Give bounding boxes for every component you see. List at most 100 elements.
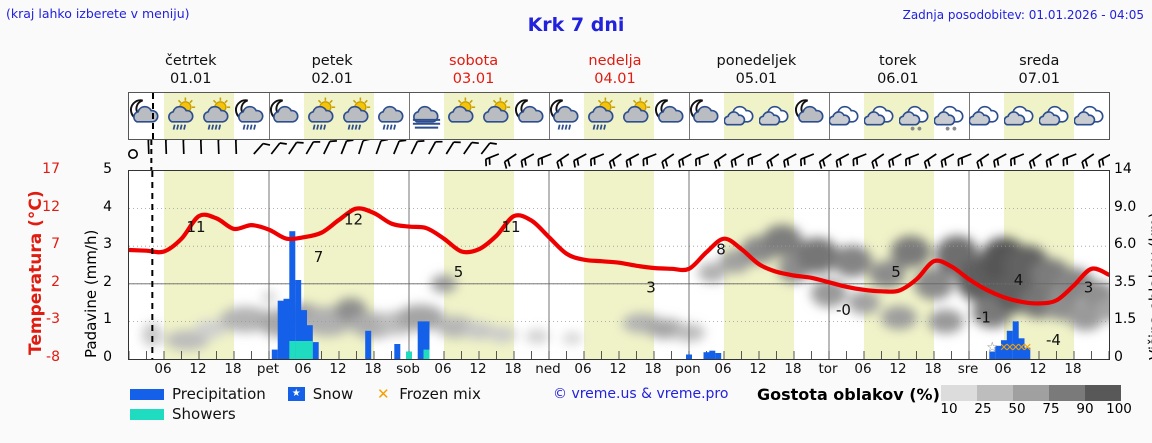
x-tick-label: 06 <box>294 361 312 377</box>
current-time-marker <box>152 93 155 139</box>
weather-icon-row <box>128 92 1110 140</box>
day-header-1: četrtek 01.01 <box>120 52 261 90</box>
precipitation-tick: 3 <box>103 236 112 253</box>
cloud-height-tick: 6.0 <box>1114 236 1137 253</box>
temperature-tick: 7 <box>51 236 60 253</box>
page-title: Krk 7 dni <box>527 14 625 36</box>
x-tick-label: 12 <box>749 361 767 377</box>
x-tick-label: 18 <box>364 361 382 377</box>
day-name: četrtek <box>164 53 217 69</box>
precipitation-tick: 2 <box>103 273 112 290</box>
x-tick-label: ned <box>535 361 561 377</box>
moon-cloud-rain-icon <box>549 93 584 139</box>
cloud-density-tick: 75 <box>1042 401 1060 417</box>
day-name: petek <box>311 53 353 69</box>
precipitation-axis-title: Padavine (mm/h) <box>60 170 100 365</box>
x-tick-label: pon <box>675 361 701 377</box>
cloud-rain-icon <box>374 93 409 139</box>
day-name: ponedeljek <box>716 53 797 69</box>
x-tick-label: 18 <box>1064 361 1082 377</box>
x-tick-label: 18 <box>784 361 802 377</box>
moon-cloud-icon <box>269 93 304 139</box>
showers-swatch <box>130 408 164 420</box>
x-tick-label: 06 <box>154 361 172 377</box>
svg-text:11: 11 <box>186 218 205 236</box>
sun-cloud-rain-icon <box>164 93 199 139</box>
precipitation-tick: 4 <box>103 198 112 215</box>
moon-cloud-icon <box>794 93 829 139</box>
cloud-density-title: Gostota oblakov (%) <box>757 385 940 404</box>
day-date: 03.01 <box>452 71 495 87</box>
cloud-icon <box>968 93 1004 139</box>
cloud-height-axis-title-text: Višina oblakov (km) <box>1146 212 1152 360</box>
x-tick-label: 12 <box>469 361 487 377</box>
temperature-tick: 17 <box>42 161 60 177</box>
legend-precipitation: Precipitation <box>130 385 266 403</box>
x-tick-label: 18 <box>504 361 522 377</box>
svg-text:✕: ✕ <box>1023 341 1032 354</box>
cloud-density-swatch-2 <box>977 385 1013 401</box>
day-date: 05.01 <box>735 71 778 87</box>
day-name: torek <box>879 53 917 69</box>
cloud-icon <box>758 93 794 139</box>
legend-precipitation-label: Precipitation <box>172 385 266 403</box>
cloud-fog-icon <box>409 93 444 139</box>
cloud-icon <box>723 93 759 139</box>
forecast-plot: ✕ ✕ ✕ ✕ ✕ ★ 11 7 12 5 11 3 8 -0 5 -1 4 -4 3 <box>128 170 1110 360</box>
day-header-6: torek 06.01 <box>827 52 968 90</box>
moon-cloud-icon <box>514 93 549 139</box>
temperature-axis-title-text: Temperatura (°C) <box>26 190 46 355</box>
cloud-density-tick: 90 <box>1076 401 1094 417</box>
copyright[interactable]: © vreme.us & vreme.pro <box>553 386 729 402</box>
sun-cloud-rain-icon <box>339 93 374 139</box>
svg-text:-0: -0 <box>836 301 851 319</box>
snow-icon: ★ <box>287 387 305 401</box>
x-tick-label: 18 <box>644 361 662 377</box>
cloud-icon <box>1038 93 1074 139</box>
location-menu-note[interactable]: (kraj lahko izberete v meniju) <box>6 6 190 21</box>
cloud-height-tick: 1.5 <box>1114 311 1137 328</box>
moon-cloud-icon <box>129 93 164 139</box>
day-header-4: nedelja 04.01 <box>544 52 685 90</box>
day-date: 04.01 <box>594 71 636 87</box>
day-separator <box>549 93 550 139</box>
cloud-icon <box>863 93 899 139</box>
cloud-icon <box>1003 93 1039 139</box>
temperature-tick: -8 <box>46 349 60 365</box>
cloud-height-tick: 0 <box>1114 349 1123 365</box>
svg-text:✕: ✕ <box>1017 341 1026 354</box>
x-tick-label: 06 <box>574 361 592 377</box>
x-tick-label: 06 <box>434 361 452 377</box>
day-date: 01.01 <box>169 71 212 87</box>
cloud-density-swatch-5 <box>1085 385 1121 401</box>
legend-snow: ★ Snow <box>287 385 353 403</box>
sun-cloud-rain-icon <box>304 93 339 139</box>
moon-cloud-icon <box>689 93 724 139</box>
day-name: sobota <box>449 53 499 69</box>
day-date: 02.01 <box>311 71 353 87</box>
last-updated: Zadnja posodobitev: 01.01.2026 - 04:05 <box>902 8 1144 22</box>
sun-cloud-icon <box>444 93 479 139</box>
day-header-row: četrtek 01.01 petek 02.01 sobota 03.01 nedelja… <box>120 52 1110 90</box>
day-separator <box>269 93 270 139</box>
day-date: 07.01 <box>1018 71 1060 87</box>
cloud-density-tick: 50 <box>1008 401 1026 417</box>
cloud-density-swatch-1 <box>941 385 977 401</box>
legend-showers-label: Showers <box>172 405 236 423</box>
cloud-density-swatch-4 <box>1049 385 1085 401</box>
x-tick-label: 12 <box>889 361 907 377</box>
cloud-icon <box>828 93 864 139</box>
svg-text:8: 8 <box>716 241 726 259</box>
legend-row-1: Precipitation ★ Snow ✕ Frozen mix <box>130 384 650 404</box>
day-date: 06.01 <box>877 71 919 87</box>
day-header-2: petek 02.01 <box>261 52 402 90</box>
legend-frozen-mix-label: Frozen mix <box>399 385 481 403</box>
x-tick-label: tor <box>818 361 838 377</box>
legend: Precipitation ★ Snow ✕ Frozen mix Shower… <box>130 384 650 424</box>
precipitation-tick: 0 <box>103 349 112 365</box>
x-tick-label: 18 <box>224 361 242 377</box>
day-separator <box>689 93 690 139</box>
x-tick-label: 12 <box>329 361 347 377</box>
x-tick-label: 18 <box>924 361 942 377</box>
x-tick-label: 06 <box>854 361 872 377</box>
